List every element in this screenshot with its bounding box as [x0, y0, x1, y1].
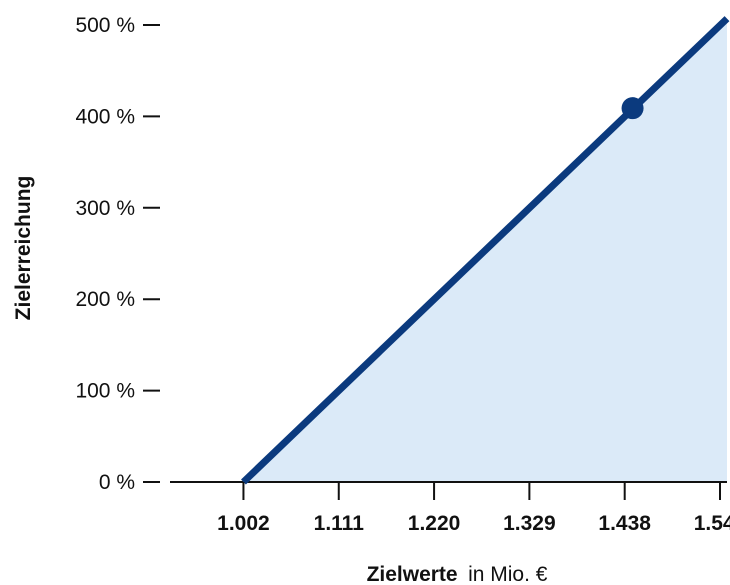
x-tick-label: 1.002	[217, 512, 270, 535]
y-tick-label: 400 %	[75, 105, 135, 128]
x-tick-label: 1.438	[598, 512, 651, 535]
x-tick-label: 1.220	[408, 512, 461, 535]
x-tick-label: 1.111	[314, 512, 365, 535]
y-tick-label: 300 %	[75, 197, 135, 220]
plot-area	[170, 16, 730, 485]
y-tick-label: 100 %	[75, 380, 135, 403]
x-tick-label: 1.547	[694, 512, 730, 535]
x-axis-title-main: Zielwerte	[367, 563, 458, 585]
y-tick-label: 200 %	[75, 288, 135, 311]
x-tick-label: 1.329	[503, 512, 556, 535]
y-axis-title: Zielerreichung	[12, 176, 35, 321]
x-axis: 1.002 1.111 1.220 1.329 1.438 1.547	[217, 482, 730, 535]
y-tick-label: 500 %	[75, 14, 135, 37]
y-axis: 0 % 100 % 200 % 300 % 400 % 500 %	[75, 14, 160, 494]
x-axis-title: Zielwerte in Mio. €	[367, 563, 548, 585]
y-tick-label: 0 %	[99, 471, 135, 494]
target-achievement-line	[241, 16, 730, 485]
highlight-point	[621, 97, 644, 120]
x-axis-title-unit: in Mio. €	[468, 563, 548, 585]
